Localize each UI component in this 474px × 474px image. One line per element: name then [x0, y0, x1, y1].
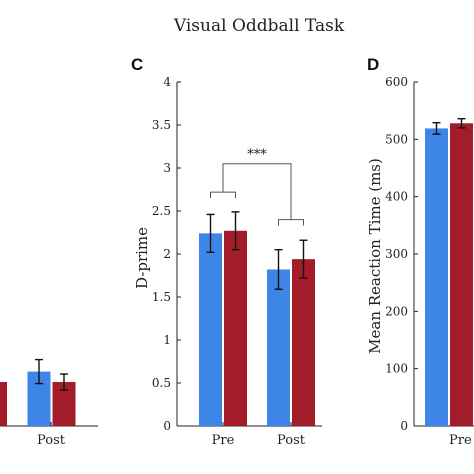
panel-b: Post	[0, 358, 98, 448]
panel-c-x-tick-label: Pre	[212, 433, 235, 448]
panel-c-y-tick-label: 0.5	[152, 376, 171, 390]
panel-c-y-tick-label: 3	[163, 161, 171, 175]
panel-c-significance-bracket	[222, 163, 292, 220]
panel-c-y-tick-label: 0	[163, 419, 171, 433]
panel-d-y-tick-label: 200	[385, 304, 408, 318]
panel-d: D Mean Reaction Time (ms) 0 100 200 300 400 5…	[366, 55, 474, 448]
panel-c-x-tick-label: Post	[277, 433, 306, 448]
panel-c-bar	[267, 269, 290, 426]
panel-b-x-tick-label: Post	[37, 433, 66, 448]
panel-c-y-axis-label: D-prime	[133, 227, 151, 289]
panel-c-letter: C	[131, 55, 143, 74]
panel-d-y-tick-label: 100	[385, 362, 408, 376]
panel-c-y-tick-label: 2.5	[152, 204, 171, 218]
panel-c-y-tick-label: 3.5	[152, 118, 171, 132]
panel-d-letter: D	[367, 55, 379, 74]
panel-b-bar	[27, 371, 51, 426]
panel-c-pair-bracket	[210, 191, 236, 199]
panel-d-bar	[450, 123, 473, 426]
panel-c-pair-bracket	[278, 219, 304, 226]
panel-d-y-tick-label: 0	[400, 419, 408, 433]
panel-d-y-tick-label: 400	[385, 190, 408, 204]
panel-d-x-tick-label: Pre	[449, 433, 472, 448]
panel-c-y-tick-label: 4	[163, 75, 171, 89]
panel-c: C D-prime 0 0.5 1 1.5 2 2.5 3 3.5 4 Pre Post ***	[131, 55, 322, 448]
panel-c-significance-label: ***	[247, 148, 267, 163]
panel-b-bar	[0, 382, 7, 426]
panel-c-y-tick-label: 1.5	[152, 290, 171, 304]
panel-c-bar	[224, 230, 247, 426]
panel-d-y-axis-label: Mean Reaction Time (ms)	[366, 158, 384, 354]
panel-c-y-tick-label: 1	[163, 333, 171, 347]
panel-d-y-tick-label: 300	[385, 247, 408, 261]
panel-c-bar	[199, 233, 222, 426]
panel-d-y-tick-label: 600	[385, 75, 408, 89]
panel-c-bar	[292, 259, 315, 426]
panel-d-y-tick-label: 500	[385, 132, 408, 146]
panel-b-bar	[52, 382, 76, 426]
panel-c-y-tick-label: 2	[163, 247, 171, 261]
panel-d-bar	[425, 128, 448, 426]
figure-title: Visual Oddball Task	[173, 16, 345, 36]
